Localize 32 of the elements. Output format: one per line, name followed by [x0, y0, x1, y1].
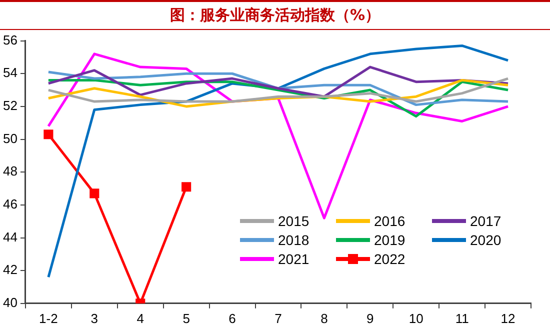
legend-label: 2017 — [470, 213, 502, 229]
y-tick-label: 52 — [2, 98, 18, 114]
x-tick-label: 8 — [320, 310, 328, 326]
y-tick-label: 46 — [2, 196, 18, 212]
legend-label: 2015 — [278, 213, 310, 229]
legend-label: 2022 — [374, 251, 406, 267]
chart-title: 图：服务业商务活动指数（%） — [170, 6, 380, 25]
point — [182, 182, 192, 192]
x-tick-label: 12 — [500, 310, 516, 326]
x-tick-label: 1-2 — [39, 310, 58, 326]
legend-label: 2019 — [374, 232, 406, 248]
y-tick-label: 44 — [2, 229, 18, 244]
y-tick-label: 56 — [2, 32, 18, 48]
x-tick-label: 9 — [366, 310, 374, 326]
y-tick-label: 48 — [2, 164, 18, 179]
legend-label: 2016 — [374, 213, 406, 229]
legend-label: 2021 — [278, 251, 310, 267]
x-tick-label: 6 — [228, 310, 236, 326]
x-tick-label: 11 — [455, 310, 469, 326]
x-tick-label: 3 — [90, 310, 98, 326]
x-tick-label: 5 — [182, 310, 190, 326]
x-tick-label: 10 — [408, 310, 424, 326]
y-tick-label: 54 — [2, 65, 18, 80]
point — [90, 188, 100, 198]
point — [44, 130, 54, 140]
x-tick-label: 7 — [274, 310, 282, 326]
y-tick-label: 42 — [2, 262, 18, 278]
y-tick-label: 50 — [2, 130, 18, 146]
x-tick-label: 4 — [136, 310, 144, 326]
legend-label: 2018 — [278, 232, 310, 248]
legend-label: 2020 — [470, 232, 502, 248]
y-tick-label: 40 — [2, 294, 18, 310]
